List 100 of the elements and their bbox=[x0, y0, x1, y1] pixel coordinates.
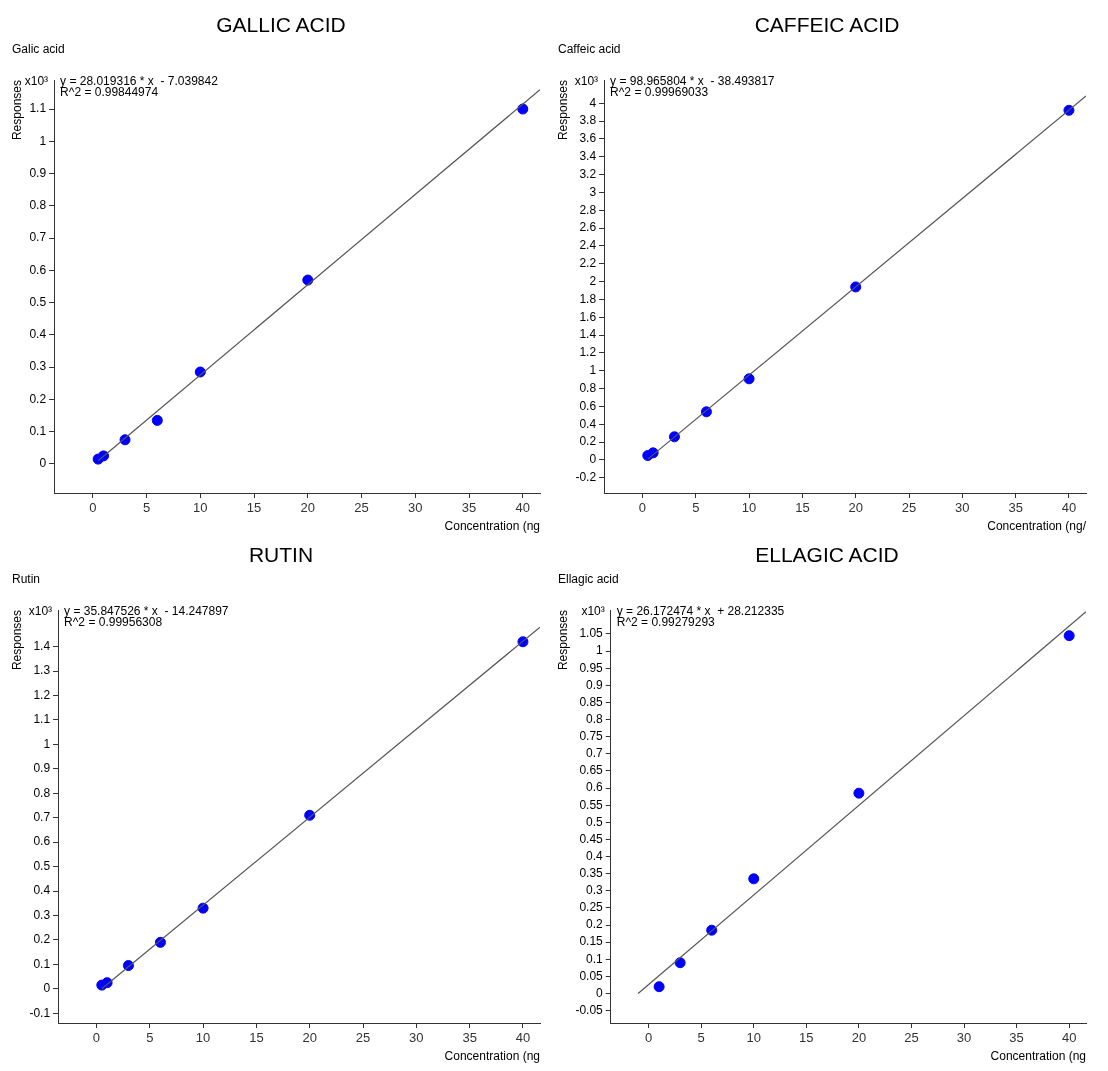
x-tick-label: 30 bbox=[956, 1030, 972, 1046]
x-tick-label: 20 bbox=[302, 1030, 317, 1046]
x-tick-label: 5 bbox=[692, 500, 700, 516]
x-axis-title: Concentration (ng/ bbox=[987, 519, 1087, 534]
y-tick-label: 1.8 bbox=[579, 291, 597, 306]
y-tick-label: 0.8 bbox=[586, 711, 604, 726]
x-tick-label: 0 bbox=[92, 1030, 101, 1046]
chart-title: GALLIC ACID bbox=[215, 12, 347, 38]
y-tick-label: 1.2 bbox=[33, 687, 51, 702]
y-tick-label: 0.3 bbox=[33, 907, 51, 922]
x-tick-label: 25 bbox=[904, 1030, 919, 1046]
y-tick-label: 1.05 bbox=[579, 626, 604, 641]
chart-subtitle: Galic acid bbox=[12, 42, 66, 56]
y-axis-title: Responses bbox=[9, 610, 24, 671]
y-tick-label: 0.8 bbox=[579, 380, 597, 395]
y-tick-label: 1 bbox=[39, 133, 47, 148]
x-tick-label: 10 bbox=[195, 1030, 211, 1046]
chart-title: ELLAGIC ACID bbox=[754, 542, 900, 568]
y-tick-label: 0.7 bbox=[586, 746, 604, 761]
x-tick-label: 35 bbox=[1009, 1030, 1024, 1046]
x-tick-label: 20 bbox=[851, 1030, 867, 1046]
y-tick-label: 0.55 bbox=[579, 797, 604, 812]
y-tick-label: 3 bbox=[589, 184, 597, 199]
y-tick-label: 0 bbox=[39, 456, 47, 471]
x-tick-label: 40 bbox=[1061, 500, 1077, 516]
y-tick-label: 3.6 bbox=[579, 131, 597, 146]
y-tick-label: 1.4 bbox=[579, 327, 597, 342]
x-tick-label: 5 bbox=[146, 1030, 154, 1046]
y-tick-label: 0.9 bbox=[29, 165, 47, 180]
y-tick-label: 0 bbox=[589, 452, 597, 467]
text: x10³ bbox=[28, 604, 53, 619]
x-tick-label: 20 bbox=[300, 500, 316, 516]
y-tick-label: 0.4 bbox=[33, 883, 51, 898]
y-tick-label: 0.3 bbox=[586, 883, 604, 898]
x-tick-label: 5 bbox=[697, 1030, 705, 1046]
y-tick-label: 0.15 bbox=[579, 934, 604, 949]
x-tick-label: 40 bbox=[1061, 1030, 1077, 1046]
x-tick-label: 30 bbox=[955, 500, 970, 516]
x-axis-title: Concentration (ng bbox=[990, 1049, 1086, 1064]
y-tick-label: 0.1 bbox=[586, 951, 604, 966]
chart-subtitle: Caffeic acid bbox=[558, 42, 622, 56]
x-tick-label: 0 bbox=[89, 500, 97, 516]
y-tick-label: 0.1 bbox=[29, 424, 47, 439]
y-tick-label: 0.5 bbox=[33, 858, 51, 873]
y-tick-label: 0.8 bbox=[29, 198, 47, 213]
y-tick-label: 2.8 bbox=[579, 202, 597, 217]
x-tick-label: 5 bbox=[142, 500, 151, 516]
x-tick-label: 10 bbox=[741, 500, 757, 516]
x-tick-label: 10 bbox=[193, 500, 208, 516]
y-tick-label: 0 bbox=[43, 981, 51, 996]
y-tick-label: 0.4 bbox=[579, 416, 597, 431]
y-tick-label: 0.2 bbox=[586, 917, 604, 932]
x-tick-label: 25 bbox=[355, 1030, 371, 1046]
x-axis-title: Concentration (ng bbox=[444, 1049, 540, 1064]
y-tick-label: 1 bbox=[596, 643, 604, 658]
x-tick-label: 40 bbox=[515, 500, 531, 516]
y-tick-label: 0.6 bbox=[29, 262, 47, 277]
y-tick-label: 1.1 bbox=[29, 101, 47, 116]
y-tick-label: 4 bbox=[589, 95, 597, 110]
y-tick-label: 2.4 bbox=[579, 238, 597, 253]
y-tick-label: 0.75 bbox=[579, 729, 604, 744]
y-tick-label: 3.4 bbox=[579, 149, 597, 164]
y-axis-title: Responses bbox=[555, 610, 570, 671]
x-tick-label: 35 bbox=[462, 1030, 477, 1046]
y-tick-label: 0.45 bbox=[579, 831, 604, 846]
y-tick-label: 0.7 bbox=[29, 230, 47, 245]
y-tick-label: 0.7 bbox=[33, 810, 51, 825]
y-tick-label: 0.3 bbox=[29, 359, 47, 374]
y-tick-label: 0.5 bbox=[29, 294, 47, 309]
x-tick-label: 0 bbox=[644, 1030, 653, 1046]
x-tick-label: 15 bbox=[249, 1030, 264, 1046]
y-tick-label: 2 bbox=[589, 273, 597, 288]
text: x10³ bbox=[581, 604, 605, 619]
point bbox=[1063, 630, 1075, 642]
y-tick-label: 3.8 bbox=[579, 113, 597, 128]
y-axis-title: Responses bbox=[555, 80, 570, 141]
x-tick-label: 25 bbox=[354, 500, 369, 516]
y-tick-label: 0.9 bbox=[33, 761, 51, 776]
y-tick-label: 1.3 bbox=[33, 663, 51, 678]
y-tick-label: 0.4 bbox=[29, 327, 47, 342]
y-tick-label: 0.65 bbox=[579, 763, 604, 778]
x-axis-title: Concentration (ng bbox=[444, 519, 540, 534]
y-tick-label: 1 bbox=[43, 736, 51, 751]
y-tick-label: 0 bbox=[596, 985, 604, 1000]
point bbox=[151, 414, 163, 426]
y-tick-label: 1.1 bbox=[33, 712, 51, 727]
y-tick-label: 0.6 bbox=[586, 780, 604, 795]
y-tick-label: 0.35 bbox=[579, 866, 604, 880]
y-tick-label: 0.2 bbox=[33, 932, 51, 947]
chart-title: RUTIN bbox=[247, 542, 315, 568]
y-tick-label: 0.6 bbox=[33, 834, 51, 849]
x-tick-label: 20 bbox=[848, 500, 863, 516]
y-tick-label: 0.5 bbox=[586, 814, 604, 829]
y-tick-label: 0.25 bbox=[579, 900, 604, 915]
chart-subtitle: Rutin bbox=[12, 572, 41, 586]
x-tick-label: 15 bbox=[795, 500, 810, 516]
point bbox=[653, 981, 665, 993]
y-tick-label: -0.1 bbox=[29, 1005, 51, 1020]
chart-subtitle: Ellagic acid bbox=[558, 572, 620, 586]
y-axis-title: Responses bbox=[9, 80, 24, 141]
